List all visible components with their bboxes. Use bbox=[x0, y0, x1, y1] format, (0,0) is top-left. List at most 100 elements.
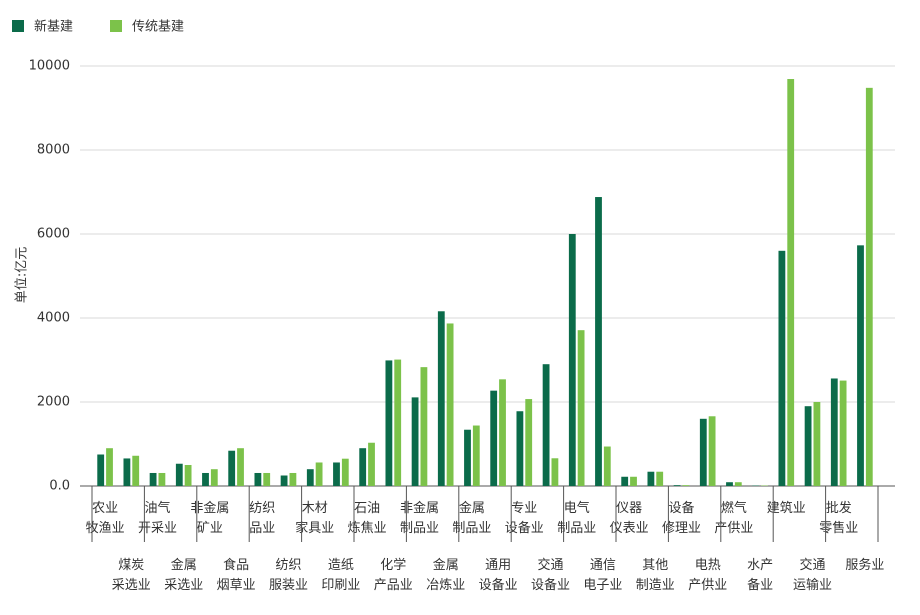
x-tick-label: 交通设备业 bbox=[531, 557, 570, 593]
x-tick-label-line: 设备业 bbox=[531, 577, 570, 593]
bar bbox=[149, 472, 157, 486]
x-tick-label-line: 印刷业 bbox=[321, 578, 360, 593]
x-tick-label-line: 仪表业 bbox=[610, 521, 649, 536]
bar bbox=[542, 364, 550, 486]
y-tick-label: 10000 bbox=[29, 59, 70, 74]
legend-swatch bbox=[110, 20, 122, 32]
bar bbox=[106, 448, 113, 486]
bar bbox=[595, 197, 602, 487]
bar bbox=[673, 485, 681, 486]
x-tick-label-line: 设备 bbox=[668, 500, 694, 516]
x-tick-label: 油气开采业 bbox=[138, 500, 177, 536]
bar bbox=[621, 476, 629, 486]
x-tick-label: 批发零售业 bbox=[819, 500, 858, 536]
bar bbox=[804, 406, 812, 486]
bar bbox=[865, 87, 873, 486]
bar bbox=[813, 402, 821, 486]
x-tick-label-line: 制品业 bbox=[452, 521, 491, 536]
bar bbox=[123, 458, 131, 486]
x-tick-label: 建筑业 bbox=[767, 500, 806, 516]
bar bbox=[306, 469, 314, 486]
x-tick-label-line: 产品业 bbox=[374, 578, 413, 593]
x-tick-label-line: 设备业 bbox=[479, 577, 518, 593]
bar bbox=[394, 359, 402, 486]
legend-swatch bbox=[12, 20, 24, 32]
x-tick-label: 电气制品业 bbox=[557, 500, 596, 536]
x-tick-label: 设备修理业 bbox=[662, 500, 701, 536]
bar bbox=[175, 463, 183, 486]
x-tick-label-line: 修理业 bbox=[662, 521, 701, 536]
bar bbox=[341, 458, 349, 486]
x-tick-label: 水产备业 bbox=[747, 558, 773, 593]
bar bbox=[490, 390, 498, 486]
x-tick-label-line: 其他 bbox=[642, 558, 668, 573]
x-tick-label-line: 造纸 bbox=[328, 558, 354, 573]
x-tick-label: 木材家具业 bbox=[295, 501, 334, 536]
x-tick-label: 非金属矿业 bbox=[190, 500, 229, 536]
bar bbox=[656, 471, 664, 486]
bar bbox=[132, 455, 140, 486]
x-tick-label-line: 家具业 bbox=[295, 520, 334, 536]
x-tick-label-line: 电气 bbox=[564, 500, 590, 516]
bar bbox=[411, 397, 419, 486]
x-tick-label-line: 石油 bbox=[354, 501, 380, 516]
x-tick-label-line: 通信 bbox=[590, 558, 616, 573]
bar bbox=[368, 442, 375, 486]
x-tick-label-line: 专业 bbox=[511, 501, 537, 516]
bar bbox=[857, 245, 864, 486]
x-tick-label: 专业设备业 bbox=[505, 501, 544, 536]
bar bbox=[237, 448, 244, 486]
bar bbox=[577, 330, 585, 486]
x-tick-label-line: 纺织 bbox=[275, 558, 301, 573]
bar bbox=[603, 446, 611, 486]
bar bbox=[778, 250, 786, 486]
x-tick-label: 电热产供业 bbox=[688, 558, 727, 593]
x-tick-label-line: 农业 bbox=[92, 501, 118, 516]
x-tick-label-line: 备业 bbox=[747, 577, 773, 593]
x-tick-label-line: 制品业 bbox=[557, 521, 596, 536]
y-tick-label: 2000 bbox=[37, 395, 70, 410]
x-tick-label: 金属采选业 bbox=[164, 557, 203, 593]
x-tick-label: 金属冶炼业 bbox=[426, 557, 465, 593]
y-tick-label: 4000 bbox=[37, 311, 70, 326]
x-tick-label: 造纸印刷业 bbox=[321, 558, 360, 593]
x-tick-label-line: 金属 bbox=[433, 557, 459, 573]
bar bbox=[437, 311, 445, 486]
x-tick-label-line: 化学 bbox=[380, 557, 406, 573]
x-tick-label-line: 冶炼业 bbox=[426, 578, 465, 593]
y-axis-label: 单位:亿元 bbox=[15, 247, 30, 303]
bar bbox=[210, 469, 218, 486]
bar bbox=[202, 472, 209, 486]
x-tick-label-line: 燃气 bbox=[721, 500, 747, 516]
x-tick-label-line: 产供业 bbox=[714, 521, 753, 536]
x-tick-label-line: 零售业 bbox=[819, 520, 858, 536]
bar bbox=[647, 471, 655, 486]
x-tick-label-line: 金属 bbox=[459, 500, 485, 516]
bar bbox=[839, 380, 847, 486]
x-tick-label-line: 炼焦业 bbox=[348, 521, 387, 536]
bar bbox=[499, 379, 506, 486]
bar bbox=[289, 472, 297, 486]
x-tick-label-line: 烟草业 bbox=[217, 578, 256, 593]
bar bbox=[158, 472, 166, 486]
x-tick-label-line: 运输业 bbox=[793, 577, 832, 593]
bar bbox=[708, 416, 716, 486]
bar bbox=[254, 472, 262, 486]
x-tick-label: 食品烟草业 bbox=[217, 557, 256, 593]
y-tick-label: 6000 bbox=[37, 227, 70, 242]
x-tick-label: 通用设备业 bbox=[479, 558, 518, 593]
x-tick-label-line: 开采业 bbox=[138, 521, 177, 536]
bar bbox=[472, 425, 480, 486]
x-tick-label: 农业牧渔业 bbox=[86, 501, 125, 536]
x-tick-label-line: 矿业 bbox=[197, 521, 223, 536]
y-tick-label: 0.0 bbox=[49, 479, 70, 494]
x-tick-label: 交通运输业 bbox=[793, 557, 832, 593]
x-tick-label-line: 非金属 bbox=[190, 500, 229, 516]
bar bbox=[464, 429, 471, 486]
x-tick-label-line: 电热 bbox=[695, 558, 721, 573]
x-tick-label-line: 批发 bbox=[826, 500, 852, 516]
bar bbox=[97, 454, 105, 486]
x-tick-label: 煤炭采选业 bbox=[112, 558, 151, 593]
x-tick-label: 仪器仪表业 bbox=[610, 501, 649, 536]
